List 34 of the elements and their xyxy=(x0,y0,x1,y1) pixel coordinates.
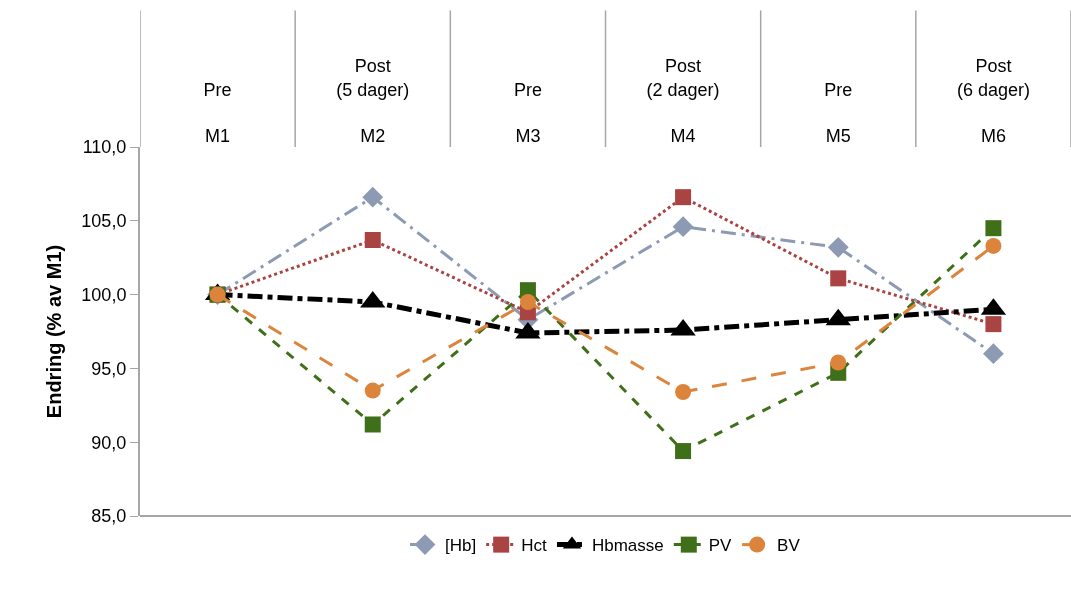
y-axis-title: Endring (% av M1) xyxy=(43,244,66,419)
point xyxy=(830,354,847,371)
category-label: Pre M5 xyxy=(824,79,853,147)
y-tick-label: 110,0 xyxy=(82,137,127,158)
y-tick-label: 105,0 xyxy=(81,211,127,232)
legend-label: Hct xyxy=(521,536,547,556)
point xyxy=(827,236,849,258)
category-label: Post (6 dager) M6 xyxy=(956,56,1030,147)
point xyxy=(675,443,692,460)
point xyxy=(364,231,381,248)
point xyxy=(675,384,692,401)
point xyxy=(985,316,1002,333)
point xyxy=(362,186,384,208)
point xyxy=(830,270,847,287)
point xyxy=(675,189,692,206)
category-label: Post (2 dager) M4 xyxy=(646,56,720,147)
y-tick-label: 85,0 xyxy=(91,506,127,527)
point xyxy=(985,237,1002,254)
point xyxy=(519,293,536,310)
category-label: Pre M1 xyxy=(203,79,232,147)
legend-label: Hbmasse xyxy=(591,536,664,556)
legend-label: [Hb] xyxy=(445,536,477,556)
y-tick-label: 100,0 xyxy=(81,284,127,305)
category-label: Post (5 dager) M2 xyxy=(336,56,410,147)
y-tick-label: 90,0 xyxy=(91,432,127,453)
category-label: Pre M3 xyxy=(513,79,542,147)
legend-label: BV xyxy=(777,536,801,556)
legend-label: PV xyxy=(708,536,733,556)
point xyxy=(985,220,1002,237)
point xyxy=(364,416,381,433)
point xyxy=(983,343,1004,365)
point xyxy=(364,382,381,399)
y-tick-label: 95,0 xyxy=(91,358,127,379)
point xyxy=(672,216,694,238)
